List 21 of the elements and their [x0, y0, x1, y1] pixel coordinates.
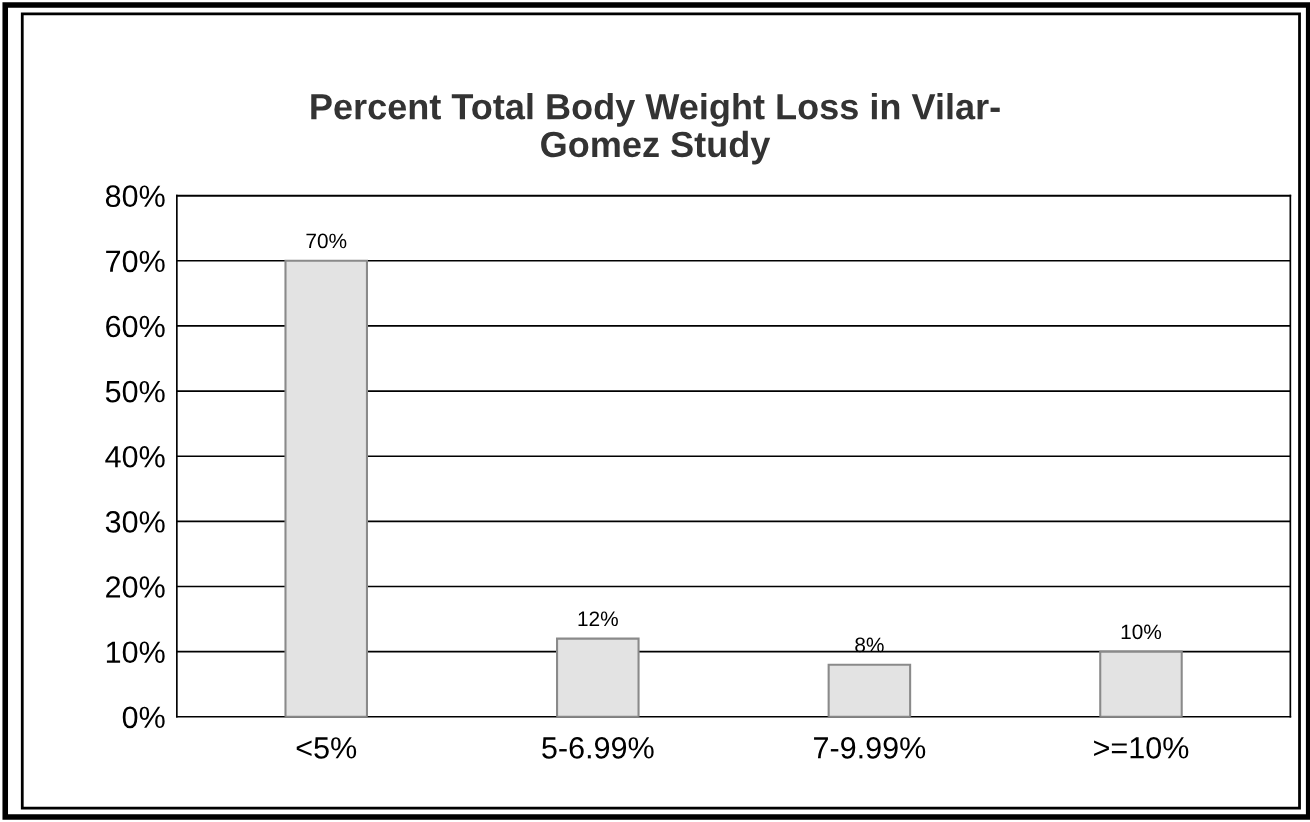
y-tick-label: 50% [105, 380, 165, 403]
data-label: 12% [578, 611, 618, 627]
y-tick-label: 80% [105, 185, 165, 208]
y-tick-label: 30% [105, 511, 165, 533]
chart-title: Percent Total Body Weight Loss in Vilar- Gomez Study [311, 92, 1000, 165]
x-tick-label: >=10% [1094, 737, 1189, 759]
bar [1099, 650, 1183, 717]
x-tick-label: <5% [296, 737, 357, 759]
x-tick-label: 7-9.99% [814, 737, 926, 759]
y-tick-label: 20% [106, 576, 165, 598]
y-tick-label: 70% [106, 250, 165, 273]
bar [556, 637, 640, 717]
y-tick-label: 60% [106, 315, 165, 338]
data-label: 70% [306, 233, 347, 249]
y-tick-label: 10% [106, 641, 165, 664]
bar [284, 259, 368, 717]
y-tick-label: 40% [105, 445, 165, 468]
y-tick-label: 0% [122, 706, 165, 729]
bar [827, 663, 912, 717]
x-tick-label: 5-6.99% [542, 737, 654, 759]
data-label: 10% [1121, 624, 1162, 640]
